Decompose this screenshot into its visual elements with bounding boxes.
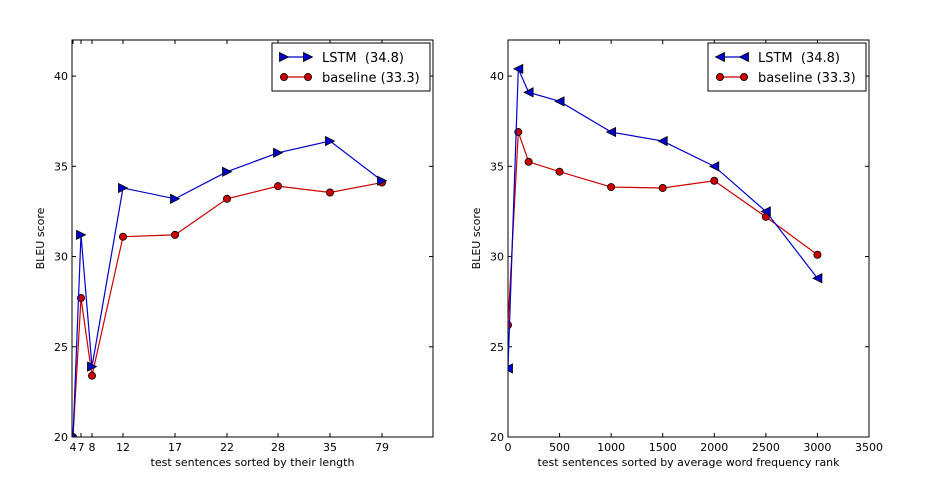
series-line-baseline [508,131,818,326]
y-tick-label: 25 [54,341,68,354]
data-point-lstm [554,96,565,107]
x-tick-label: 7 [78,441,85,454]
x-tick-label: 8 [89,441,96,454]
data-point-lstm [325,135,336,147]
x-tick-label: 0 [505,441,512,454]
y-tick-label: 25 [490,341,504,354]
data-point-lstm [118,182,129,194]
x-tick-label: 2000 [700,441,728,454]
legend-box [707,42,867,92]
legend-entry-label: LSTM (34.8) [758,51,840,66]
chart-panel-2: 20 25 30 35 40 0 500 1000 1500 2000 2500 3000 3500 te… [470,39,883,469]
y-tick-label: 20 [54,431,68,444]
x-tick-label: 12 [116,441,130,454]
data-point-baseline [77,294,86,303]
data-point-baseline [325,188,334,197]
plot-frame-1 [71,39,434,438]
legend-2: LSTM (34.8) baseline (33.3) [707,42,867,92]
legend-marker [716,73,725,82]
y-axis-label: BLEU score [34,207,47,269]
legend-marker [714,51,725,63]
legend-box [271,42,431,92]
y-tick-label: 40 [490,70,504,83]
data-point-baseline [222,194,231,203]
x-tick-label: 17 [168,441,182,454]
data-point-lstm [657,135,668,147]
y-tick-label: 30 [490,251,504,264]
data-point-lstm [512,63,524,75]
data-point-lstm [273,147,284,158]
y-tick-label: 20 [490,431,504,444]
plot-area-1 [72,135,388,437]
series-line-lstm [508,68,818,369]
data-point-baseline [658,183,667,192]
data-point-baseline [119,232,128,241]
y-tick-label: 35 [490,160,504,173]
legend-marker [279,73,288,82]
data-point-lstm [523,87,534,98]
data-point-baseline [710,176,719,185]
data-point-lstm [222,166,233,177]
x-axis-label: test sentences sorted by their length [151,456,355,469]
x-tick-label: 1000 [597,441,625,454]
data-point-lstm [377,175,388,186]
plot-frame-2 [507,39,870,438]
data-point-lstm [708,161,720,172]
legend-entry-label: LSTM (34.8) [322,51,404,66]
data-point-baseline [524,157,533,166]
x-tick-label: 3000 [803,441,831,454]
x-tick-label: 79 [375,441,389,454]
legend-marker [740,73,749,82]
data-point-baseline [170,230,179,239]
data-point-lstm [812,273,823,284]
data-point-baseline [273,182,282,191]
legend-entry-label: baseline (33.3) [322,71,420,86]
y-tick-label: 40 [54,70,68,83]
legend-marker [303,51,314,63]
legend-marker [279,51,290,63]
x-axis-label: test sentences sorted by average word fr… [537,456,840,469]
legend-1: LSTM (34.8) baseline (33.3) [271,42,431,92]
chart-panel-1: 20 25 30 35 40 4 7 8 12 17 22 28 35 79 test sentences … [34,39,434,469]
series-line-baseline [72,181,383,437]
legend-marker [738,51,749,63]
data-point-lstm [760,206,771,217]
x-tick-label: 28 [271,441,285,454]
data-point-lstm [72,433,79,437]
plot-area-2 [508,63,823,374]
y-tick-label: 30 [54,251,68,264]
x-tick-label: 22 [220,441,234,454]
data-point-baseline [508,321,512,330]
legend-entry-label: baseline (33.3) [758,71,856,86]
x-tick-label: 4 [70,441,77,454]
x-tick-label: 35 [323,441,337,454]
data-point-lstm [76,229,87,241]
data-point-lstm [508,363,513,374]
data-point-baseline [88,371,97,380]
x-tick-label: 2500 [752,441,780,454]
y-axis-label: BLEU score [470,207,483,269]
data-point-baseline [555,167,564,176]
x-tick-label: 1500 [649,441,677,454]
y-tick-label: 35 [54,160,68,173]
data-point-baseline [813,250,822,259]
x-tick-label: 3500 [855,441,883,454]
data-point-lstm [605,126,617,138]
data-point-baseline [607,183,616,192]
legend-marker [303,73,312,82]
data-point-lstm [87,361,98,372]
x-tick-label: 500 [549,441,570,454]
data-point-lstm [170,193,181,204]
